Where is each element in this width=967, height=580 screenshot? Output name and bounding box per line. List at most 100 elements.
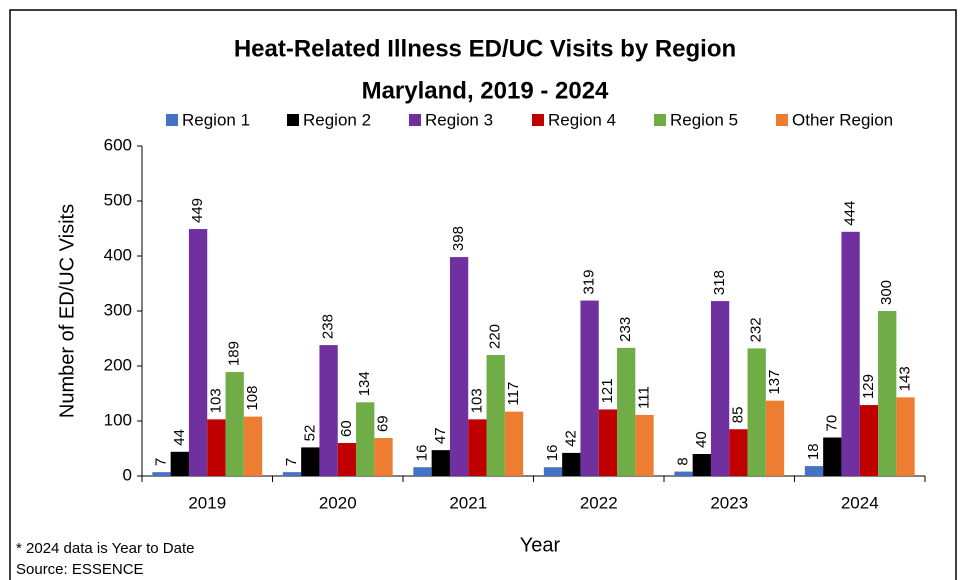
value-label: 52: [301, 425, 318, 442]
bar: [710, 301, 730, 476]
value-label: 134: [356, 371, 373, 396]
value-label: 44: [171, 429, 188, 446]
value-label: 47: [432, 427, 449, 444]
y-tick-label: 200: [104, 355, 132, 374]
bar: [635, 414, 654, 476]
value-label: 232: [748, 317, 765, 342]
legend-swatch: [776, 114, 788, 126]
chart-subtitle: Maryland, 2019 - 2024: [362, 77, 609, 104]
bar: [841, 231, 860, 476]
value-label: 117: [505, 382, 522, 406]
bar: [431, 450, 450, 476]
value-label: 143: [896, 366, 913, 391]
bar: [692, 454, 711, 476]
value-label: 103: [468, 388, 485, 413]
value-label: 103: [207, 388, 224, 413]
legend-swatch: [287, 114, 299, 126]
legend-swatch: [654, 114, 666, 126]
bar: [356, 402, 375, 476]
value-label: 238: [320, 314, 337, 339]
x-tick-label: 2024: [841, 493, 879, 512]
value-label: 220: [487, 324, 504, 349]
x-tick-label: 2022: [580, 493, 618, 512]
x-axis-label: Year: [520, 534, 561, 556]
x-tick-label: 2021: [449, 493, 487, 512]
bar: [449, 257, 469, 476]
bar: [337, 443, 357, 476]
bar: [859, 405, 879, 476]
bar: [804, 466, 824, 476]
y-tick-label: 400: [104, 245, 132, 264]
legend-label: Region 2: [303, 110, 371, 129]
value-label: 16: [544, 445, 561, 462]
bar: [580, 300, 599, 476]
value-label: 108: [244, 386, 261, 411]
x-tick-label: 2019: [188, 493, 226, 512]
value-label: 233: [617, 317, 634, 342]
value-label: 189: [226, 341, 243, 366]
bar: [562, 452, 581, 476]
value-label: 449: [189, 198, 206, 223]
value-label: 16: [413, 445, 430, 462]
bar: [243, 416, 263, 476]
bar: [823, 437, 842, 476]
value-label: 121: [599, 378, 616, 403]
value-label: 18: [805, 443, 822, 460]
legend-swatch: [409, 114, 421, 126]
bar: [413, 467, 432, 476]
bar: [188, 229, 208, 476]
bar: [170, 451, 189, 476]
value-label: 40: [693, 431, 710, 448]
bar: [598, 409, 618, 476]
bar: [301, 447, 320, 476]
x-tick-label: 2023: [710, 493, 748, 512]
y-axis-label: Number of ED/UC Visits: [56, 204, 78, 418]
value-label: 60: [338, 420, 355, 437]
y-tick-label: 100: [104, 410, 132, 429]
bar: [152, 472, 171, 476]
footnote: Source: ESSENCE: [16, 561, 144, 578]
bar: [674, 471, 693, 476]
bar: [617, 347, 636, 476]
legend-swatch: [166, 114, 178, 126]
y-tick-label: 0: [123, 465, 132, 484]
chart-title: Heat-Related Illness ED/UC Visits by Reg…: [234, 35, 736, 62]
x-tick-label: 2020: [319, 493, 357, 512]
bar: [486, 355, 505, 476]
value-label: 42: [562, 430, 579, 447]
footnote: * 2024 data is Year to Date: [16, 540, 194, 557]
bar: [543, 467, 563, 476]
legend-label: Region 1: [182, 110, 250, 129]
value-label: 137: [766, 370, 783, 395]
value-label: 444: [842, 201, 859, 226]
value-label: 7: [152, 458, 169, 466]
bar: [878, 311, 897, 476]
bar: [468, 419, 487, 476]
bar: [282, 472, 302, 476]
bar: [765, 400, 785, 476]
bar: [747, 348, 766, 476]
chart-border: [9, 9, 957, 580]
bar: [207, 419, 226, 476]
value-label: 318: [711, 270, 728, 295]
value-label: 85: [729, 407, 746, 424]
legend-swatch: [532, 114, 544, 126]
bar: [319, 345, 338, 476]
bar: [896, 397, 915, 476]
bar: [374, 438, 393, 476]
legend-label: Region 4: [548, 110, 616, 129]
legend-label: Region 3: [425, 110, 493, 129]
value-label: 111: [635, 386, 652, 409]
value-label: 129: [860, 374, 877, 399]
value-label: 69: [374, 415, 391, 432]
y-tick-label: 500: [104, 190, 132, 209]
value-label: 8: [674, 457, 691, 465]
legend-label: Region 5: [670, 110, 738, 129]
value-label: 398: [450, 226, 467, 251]
bar: [504, 411, 524, 476]
bar: [225, 372, 244, 476]
legend-label: Other Region: [792, 110, 893, 129]
value-label: 319: [581, 270, 598, 295]
value-label: 70: [823, 415, 840, 432]
